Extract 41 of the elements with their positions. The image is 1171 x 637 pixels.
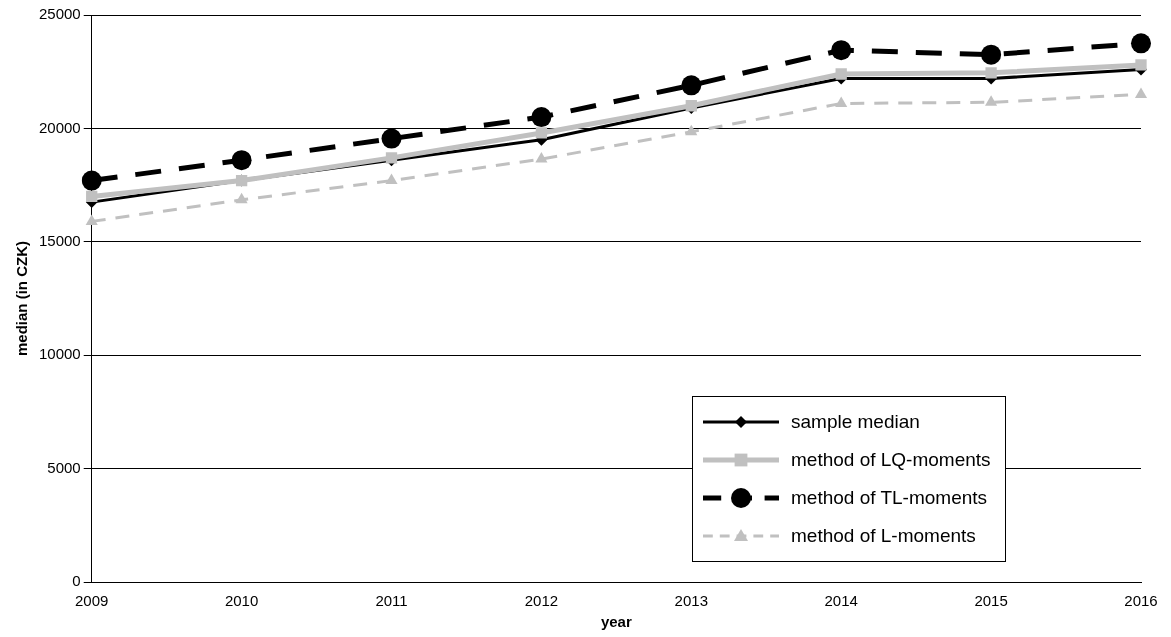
point: [1131, 33, 1151, 54]
x-tick-label: 2010: [224, 592, 259, 610]
y-tick-label: 25000: [38, 5, 81, 23]
point: [1134, 87, 1148, 98]
y-tick-label: 20000: [38, 118, 81, 136]
point: [535, 152, 548, 163]
x-tick-label: 2012: [524, 592, 559, 610]
x-tick-label: 2014: [824, 592, 858, 610]
point: [235, 192, 248, 204]
point: [831, 40, 852, 61]
point: [985, 67, 997, 79]
y-tick-label: 0: [72, 572, 81, 590]
x-tick-label: 2011: [375, 592, 408, 610]
legend-label: method of TL-moments: [791, 487, 988, 509]
point: [86, 190, 98, 203]
point: [835, 68, 847, 80]
point: [981, 44, 1002, 65]
legend-label: method of LQ-moments: [791, 449, 991, 471]
point: [531, 107, 552, 128]
x-axis-title: year: [600, 613, 632, 631]
y-axis-title: median (in CZK): [13, 241, 31, 356]
y-tick-label: 10000: [38, 345, 81, 363]
y-tick-label: 15000: [38, 231, 81, 249]
point: [835, 96, 848, 107]
point: [231, 150, 252, 171]
y-tick-label: 5000: [47, 458, 81, 476]
point: [985, 95, 998, 106]
point: [535, 127, 548, 139]
point: [1135, 59, 1147, 71]
x-tick-label: 2016: [1124, 592, 1158, 610]
point: [85, 214, 98, 225]
x-tick-label: 2013: [674, 592, 708, 610]
legend-label: method of L-moments: [791, 525, 976, 547]
point: [381, 128, 402, 149]
point: [81, 170, 102, 191]
point: [685, 124, 698, 136]
point: [385, 173, 398, 185]
x-tick-label: 2009: [75, 592, 109, 610]
legend-label: sample median: [791, 411, 920, 433]
point: [681, 75, 702, 96]
x-tick-label: 2015: [974, 592, 1008, 610]
